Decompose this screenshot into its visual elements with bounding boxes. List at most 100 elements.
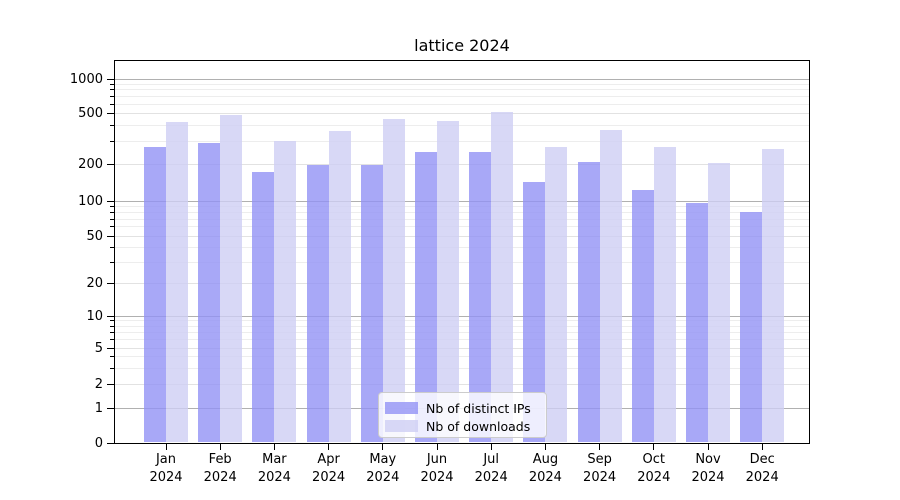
x-axis-tick-label: Oct 2024 — [637, 452, 671, 485]
y-tick-mark — [107, 282, 114, 284]
gridline-minor — [115, 83, 809, 85]
bar-distinct-ips — [577, 162, 600, 443]
bar-downloads — [166, 121, 188, 443]
y-minor-tick-mark — [110, 339, 114, 341]
y-tick-mark — [107, 112, 114, 114]
y-minor-tick-mark — [110, 367, 114, 369]
y-axis-tick-label: 1 — [94, 400, 103, 416]
gridline-minor — [115, 325, 809, 327]
y-minor-tick-mark — [110, 89, 114, 91]
bar-downloads — [382, 118, 405, 443]
legend-label: Nb of distinct IPs — [426, 400, 531, 416]
x-tick-mark — [599, 443, 601, 450]
bar-distinct-ips — [144, 147, 166, 443]
bar-downloads — [274, 141, 297, 443]
y-minor-tick-mark — [110, 246, 114, 248]
bar-distinct-ips — [415, 152, 437, 443]
gridline-minor — [115, 246, 809, 248]
x-tick-mark — [544, 443, 546, 450]
chart-title: lattice 2024 — [414, 36, 510, 55]
y-minor-tick-mark — [110, 325, 114, 327]
y-axis-tick-label: 2 — [94, 376, 103, 392]
gridline-minor — [115, 112, 809, 114]
x-tick-mark — [707, 443, 709, 450]
y-axis-tick-label: 200 — [78, 156, 103, 172]
x-tick-mark — [165, 443, 167, 450]
bar-distinct-ips — [523, 182, 546, 443]
gridline-minor — [115, 347, 809, 349]
x-axis-tick-label: Jun 2024 — [420, 452, 454, 485]
bar-distinct-ips — [740, 212, 763, 443]
gridline-major — [115, 78, 809, 80]
x-axis-tick-label: Mar 2024 — [257, 452, 291, 485]
y-minor-tick-mark — [110, 83, 114, 85]
y-axis-tick-label: 1000 — [69, 71, 103, 87]
x-axis-tick-label: Jan 2024 — [149, 452, 183, 485]
bar-distinct-ips — [252, 172, 275, 443]
y-minor-tick-mark — [110, 205, 114, 207]
y-minor-tick-mark — [110, 211, 114, 213]
bar-downloads — [491, 112, 514, 443]
y-tick-mark — [107, 200, 114, 202]
y-tick-mark — [107, 383, 114, 385]
gridline-minor — [115, 282, 809, 284]
bar-distinct-ips — [360, 164, 383, 443]
y-minor-tick-mark — [110, 320, 114, 322]
y-tick-mark — [107, 407, 114, 409]
bar-downloads — [328, 130, 351, 443]
y-axis-tick-label: 100 — [78, 193, 103, 209]
bar-distinct-ips — [686, 203, 708, 443]
x-tick-mark — [436, 443, 438, 450]
y-axis-tick-label: 50 — [86, 228, 103, 244]
bar-downloads — [437, 121, 459, 443]
y-minor-tick-mark — [110, 261, 114, 263]
x-tick-mark — [219, 443, 221, 450]
y-axis-tick-label: 0 — [94, 436, 103, 451]
x-tick-mark — [653, 443, 655, 450]
gridline-minor — [115, 367, 809, 369]
gridline-minor — [115, 140, 809, 142]
bar-downloads — [220, 115, 243, 443]
legend-item: Nb of distinct IPs — [385, 399, 538, 417]
gridline-minor — [115, 320, 809, 322]
x-tick-mark — [328, 443, 330, 450]
gridline-major — [115, 315, 809, 317]
gridline-minor — [115, 95, 809, 97]
bar-downloads — [708, 163, 730, 443]
bar-downloads — [545, 146, 568, 443]
gridline-minor — [115, 235, 809, 237]
gridline-minor — [115, 261, 809, 263]
y-tick-mark — [107, 443, 114, 444]
x-axis-tick-label: Aug 2024 — [528, 452, 562, 485]
gridline-minor — [115, 89, 809, 91]
gridline-minor — [115, 124, 809, 126]
x-axis-tick-label: Sep 2024 — [583, 452, 617, 485]
y-minor-tick-mark — [110, 140, 114, 142]
y-tick-mark — [107, 163, 114, 165]
gridline-minor — [115, 356, 809, 358]
y-minor-tick-mark — [110, 356, 114, 358]
x-tick-mark — [490, 443, 492, 450]
gridline-minor — [115, 331, 809, 333]
x-tick-mark — [273, 443, 275, 450]
gridline-minor — [115, 211, 809, 213]
y-minor-tick-mark — [110, 95, 114, 97]
x-axis-tick-label: Nov 2024 — [691, 452, 725, 485]
bar-distinct-ips — [306, 165, 329, 443]
bar-downloads — [762, 149, 785, 443]
legend-item: Nb of downloads — [385, 417, 538, 435]
gridline-minor — [115, 383, 809, 385]
y-minor-tick-mark — [110, 124, 114, 126]
bar-distinct-ips — [198, 142, 221, 443]
bar-downloads — [599, 129, 622, 443]
gridline-minor — [115, 339, 809, 341]
x-axis-tick-label: Feb 2024 — [203, 452, 237, 485]
legend: Nb of distinct IPs Nb of downloads — [378, 392, 547, 438]
bar-distinct-ips — [469, 152, 492, 443]
gridline-major — [115, 200, 809, 202]
bar-downloads — [653, 147, 676, 443]
y-minor-tick-mark — [110, 331, 114, 333]
y-tick-mark — [107, 315, 114, 317]
x-axis-tick-label: May 2024 — [366, 452, 400, 485]
